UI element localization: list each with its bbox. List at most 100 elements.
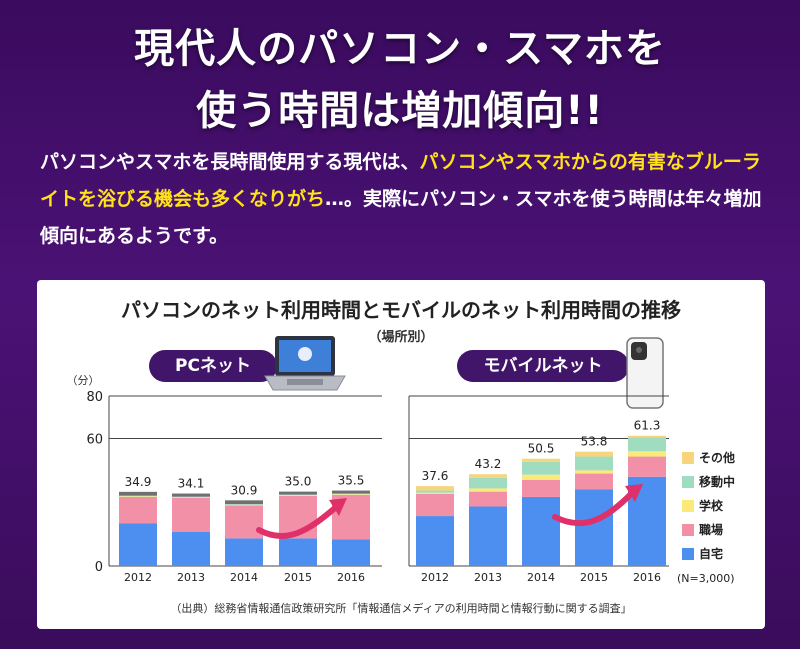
- legend-swatch: [682, 452, 694, 464]
- pc-x-tick-label: 2015: [284, 571, 312, 584]
- mobile-bar-segment: [469, 506, 507, 566]
- mobile-bar-segment: [522, 474, 560, 480]
- pc-bar-segment: [332, 490, 370, 494]
- legend-label: 移動中: [699, 474, 735, 489]
- mobile-bar-segment: [575, 473, 613, 490]
- chart-title: パソコンのネット利用時間とモバイルのネット利用時間の推移: [121, 298, 681, 322]
- pc-bar-segment: [279, 495, 317, 496]
- pc-total-label: 35.5: [338, 474, 365, 488]
- legend-label: その他: [699, 450, 735, 465]
- mobile-bar-segment: [416, 490, 454, 493]
- pc-bar-segment: [119, 496, 157, 497]
- mobile-growth-arrow: [552, 491, 634, 527]
- mobile-total-label: 61.3: [634, 419, 661, 433]
- lead-paragraph: パソコンやスマホを長時間使用する現代は、パソコンやスマホからの有害なブルーライト…: [40, 144, 770, 255]
- pc-bar-segment: [119, 523, 157, 566]
- mobile-bar-segment: [575, 451, 613, 457]
- mobile-bar-segment: [469, 477, 507, 489]
- legend-swatch: [682, 548, 694, 560]
- mobile-bar-segment: [522, 496, 560, 566]
- headline-line2: 使う時間は増加傾向!!: [196, 88, 604, 134]
- pc-bar-segment: [119, 491, 157, 496]
- mobile-bar-segment: [628, 437, 666, 452]
- headline-line1: 現代人のパソコン・スマホを: [134, 26, 666, 72]
- y-tick-label: 60: [86, 433, 103, 448]
- mobile-bar-segment: [469, 474, 507, 478]
- lead-text-2: …。実際にパソコン・スマホを使う時間は年々増加傾向にあるようです。: [40, 188, 762, 247]
- pc-total-label: 35.0: [285, 475, 312, 489]
- lead-highlight: パソコンやスマホからの有害なブルーライトを浴びる機会も多くなりがち: [40, 151, 761, 210]
- pc-bar-segment: [225, 504, 263, 505]
- pc-x-tick-label: 2014: [230, 571, 258, 584]
- sample-size-note: (N=3,000): [677, 572, 735, 585]
- pc-bar-segment: [225, 500, 263, 505]
- mobile-bar-segment: [628, 456, 666, 477]
- pc-x-tick-label: 2012: [124, 571, 152, 584]
- pc-growth-arrowhead: [329, 498, 347, 516]
- pc-bar-segment: [332, 494, 370, 495]
- mobile-bar-segment: [575, 489, 613, 566]
- y-tick-label: 80: [86, 390, 103, 405]
- legend-label: 学校: [699, 498, 724, 513]
- pc-bar-segment: [119, 496, 157, 524]
- mobile-bar-segment: [575, 456, 613, 471]
- pc-total-label: 34.9: [125, 475, 152, 489]
- pc-bar-segment: [172, 493, 210, 497]
- mobile-x-tick-label: 2014: [527, 571, 555, 584]
- mobile-net-pill: モバイルネット: [457, 350, 629, 382]
- mobile-bar-segment: [522, 458, 560, 462]
- pc-bar-segment: [279, 491, 317, 495]
- pc-x-tick-label: 2016: [337, 571, 365, 584]
- pc-bar-segment: [172, 498, 210, 532]
- legend-swatch: [682, 500, 694, 512]
- legend-label: 自宅: [699, 546, 723, 561]
- pc-total-label: 30.9: [231, 483, 258, 497]
- mobile-bar-segment: [575, 470, 613, 474]
- mobile-bar-segment: [416, 516, 454, 566]
- mobile-x-tick-label: 2016: [633, 571, 661, 584]
- pc-x-tick-label: 2013: [177, 571, 205, 584]
- pc-bar-segment: [332, 493, 370, 495]
- pc-bar-segment: [119, 495, 157, 497]
- mobile-total-label: 53.8: [581, 435, 608, 449]
- pc-bar-segment: [172, 496, 210, 498]
- pc-bar-segment: [225, 504, 263, 506]
- pc-bar-segment: [332, 539, 370, 566]
- pc-bar-segment: [172, 532, 210, 566]
- mobile-bar-segment: [522, 479, 560, 497]
- laptop-icon: [264, 336, 346, 391]
- chart-card: パソコンのネット利用時間とモバイルのネット利用時間の推移 （場所別） PCネット…: [37, 280, 765, 629]
- mobile-total-label: 50.5: [528, 442, 555, 456]
- pc-growth-arrow: [256, 505, 338, 540]
- mobile-bar-segment: [469, 488, 507, 492]
- smartphone-icon: [626, 337, 664, 409]
- pc-net-pill: PCネット: [149, 350, 277, 382]
- mobile-x-tick-label: 2013: [474, 571, 502, 584]
- chart-subtitle: （場所別）: [368, 330, 434, 345]
- pc-bar-segment: [172, 497, 210, 498]
- mobile-bar-segment: [628, 435, 666, 438]
- mobile-total-label: 37.6: [422, 469, 449, 483]
- mobile-bar-segment: [416, 493, 454, 517]
- chart-svg: （分） 0 60 80 34.9 2012 34.1 2013 30.9 2014 35.0 2015…: [67, 336, 735, 585]
- y-tick-label: 0: [95, 560, 103, 575]
- legend-swatch: [682, 476, 694, 488]
- source-note: （出典）総務省情報通信政策研究所「情報通信メディアの利用時間と情報行動に関する調…: [170, 602, 632, 615]
- legend-label: 職場: [699, 522, 723, 537]
- lead-text-1: パソコンやスマホを長時間使用する現代は、: [40, 151, 420, 173]
- pc-bar-segment: [225, 538, 263, 566]
- mobile-bar-segment: [416, 492, 454, 494]
- y-axis-unit: （分）: [67, 374, 100, 387]
- pc-bar-segment: [225, 505, 263, 539]
- mobile-x-tick-label: 2012: [421, 571, 449, 584]
- pc-bar-segment: [279, 538, 317, 566]
- pc-total-label: 34.1: [178, 477, 205, 491]
- mobile-bar-segment: [416, 486, 454, 491]
- pc-bar-segment: [279, 494, 317, 496]
- mobile-bar-segment: [628, 451, 666, 457]
- mobile-growth-arrowhead: [625, 484, 643, 502]
- mobile-bar-segment: [522, 461, 560, 475]
- mobile-total-label: 43.2: [475, 457, 502, 471]
- legend-swatch: [682, 524, 694, 536]
